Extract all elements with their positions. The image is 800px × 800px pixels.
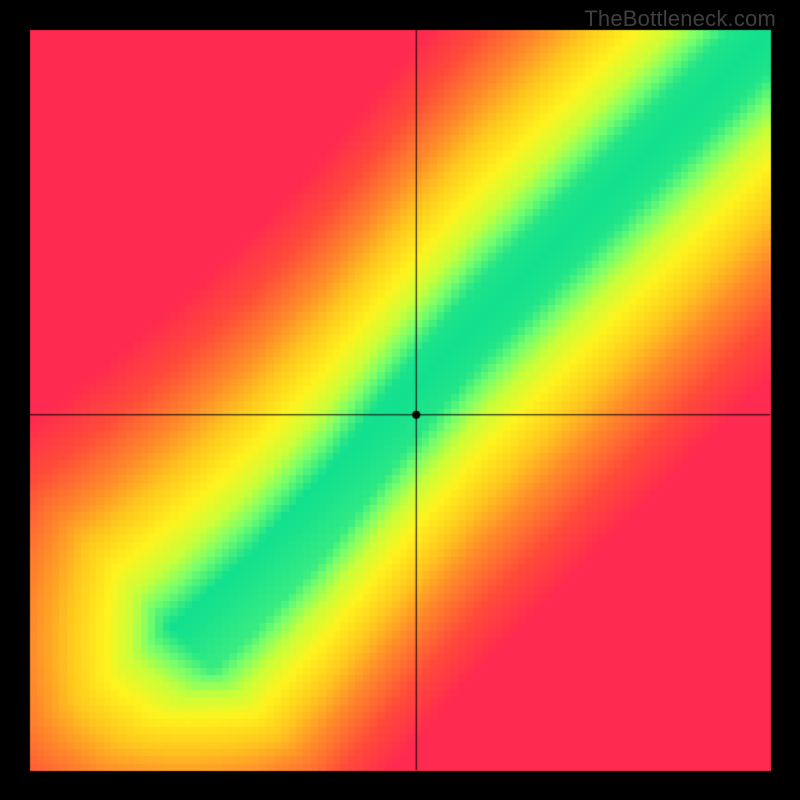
watermark-text: TheBottleneck.com — [584, 6, 776, 32]
chart-frame: TheBottleneck.com — [0, 0, 800, 800]
bottleneck-heatmap — [0, 0, 800, 800]
